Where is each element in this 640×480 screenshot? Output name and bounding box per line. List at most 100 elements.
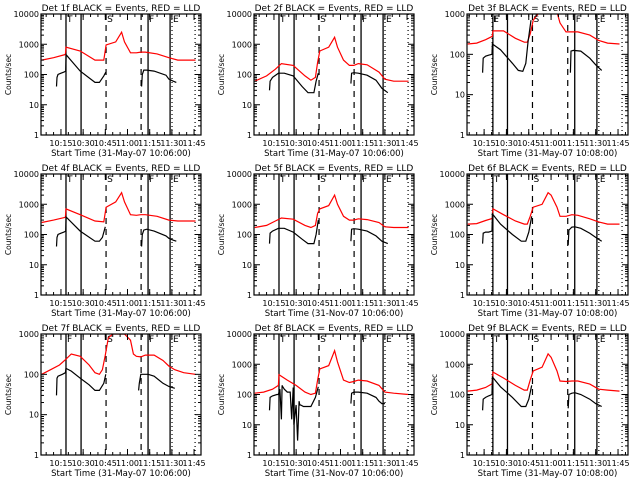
y-tick-label: 10000 (440, 330, 465, 339)
x-tick-label: 11:15 (562, 139, 585, 148)
x-tick-label: 10:30 (285, 139, 308, 148)
marker-label: S (533, 175, 539, 185)
x-tick-label: 11:30 (584, 459, 607, 468)
series-events2-line (567, 392, 602, 409)
x-tick-label: 11:00 (329, 459, 352, 468)
x-tick-label: 11:00 (540, 139, 563, 148)
x-axis-label: Start Time (31-Nov-07 10:06:00) (265, 469, 404, 479)
y-tick-label: 100 (450, 50, 465, 59)
x-tick-label: 10:30 (72, 139, 95, 148)
y-tick-label: 100 (237, 391, 252, 400)
y-axis-label: Counts/sec (4, 54, 13, 95)
marker-label: F (149, 175, 154, 185)
marker-label: T (279, 335, 286, 345)
y-tick-label: 100 (450, 391, 465, 400)
y-tick-label: 10 (242, 101, 252, 110)
x-tick-label: 11:45 (606, 299, 629, 308)
y-tick-label: 1 (460, 451, 465, 460)
plot-frame (40, 173, 202, 296)
y-tick-label: 10000 (14, 170, 39, 179)
series-lld-line (467, 352, 620, 392)
x-tick-label: 11:45 (183, 139, 206, 148)
marker-label: E (386, 15, 392, 25)
x-tick-label: 11:15 (138, 459, 161, 468)
plot-frame (253, 173, 415, 296)
marker-label: S (533, 335, 539, 345)
marker-label: S (107, 175, 113, 185)
x-tick-label: 11:30 (584, 299, 607, 308)
y-tick-label: 1000 (445, 360, 465, 369)
x-tick-label: 11:45 (396, 139, 419, 148)
y-tick-label: 1000 (19, 200, 39, 209)
y-tick-label: 1 (460, 291, 465, 300)
x-tick-label: 11:15 (351, 459, 374, 468)
marker-label: E (600, 15, 606, 25)
x-tick-label: 11:00 (116, 299, 139, 308)
x-tick-label: 11:15 (562, 459, 585, 468)
x-tick-label: 10:45 (94, 139, 117, 148)
x-tick-label: 10:30 (72, 459, 95, 468)
marker-label: E (173, 175, 179, 185)
y-tick-label: 1000 (445, 200, 465, 209)
x-axis-label: Start Time (31-May-07 10:08:00) (478, 469, 618, 479)
x-tick-label: 11:00 (329, 299, 352, 308)
marker-label: F (576, 335, 581, 345)
marker-label: T (66, 15, 73, 25)
x-tick-label: 10:15 (262, 459, 285, 468)
marker-label: F (149, 335, 154, 345)
series-events-line (482, 375, 533, 411)
x-tick-label: 11:30 (160, 139, 183, 148)
marker-label: F (362, 175, 367, 185)
marker-label: F (67, 335, 72, 345)
y-axis-label: Counts/sec (430, 214, 439, 255)
series-lld-line (254, 348, 409, 396)
y-tick-label: 1 (247, 291, 252, 300)
x-tick-label: 10:45 (517, 459, 540, 468)
y-tick-label: 10 (242, 421, 252, 430)
x-tick-label: 11:15 (351, 299, 374, 308)
x-axis-label: Start Time (31-Nov-07 10:06:00) (265, 309, 404, 319)
y-tick-label: 100 (24, 231, 39, 240)
x-tick-label: 10:45 (307, 299, 330, 308)
y-axis-label: Counts/sec (4, 374, 13, 415)
y-tick-label: 10 (455, 421, 465, 430)
panel-title: Det 8f BLACK = Events, RED = LLD (255, 324, 414, 334)
panel-title: Det 9f BLACK = Events, RED = LLD (468, 324, 627, 334)
marker-label: S (320, 175, 326, 185)
x-tick-label: 10:15 (473, 459, 496, 468)
series-events2-line (350, 72, 389, 94)
series-lld-line (467, 191, 620, 225)
x-tick-label: 10:45 (517, 299, 540, 308)
x-tick-label: 10:15 (262, 299, 285, 308)
series-events2-line (350, 228, 389, 245)
marker-label: F (576, 175, 581, 185)
series-events-line (55, 367, 107, 396)
marker-label: F (149, 15, 154, 25)
y-axis-label: Counts/sec (217, 374, 226, 415)
series-events-line (55, 53, 107, 87)
y-tick-label: 100 (24, 370, 39, 379)
marker-label: T (279, 15, 286, 25)
y-tick-label: 1 (34, 131, 39, 140)
y-tick-label: 100 (450, 231, 465, 240)
marker-label: S (107, 15, 113, 25)
plot-frame (466, 173, 629, 296)
y-axis-label: Counts/sec (217, 54, 226, 95)
marker-label: S (320, 335, 326, 345)
x-tick-label: 11:15 (138, 299, 161, 308)
panel-title: Det 5f BLACK = Events, RED = LLD (255, 164, 414, 174)
y-tick-label: 10000 (227, 170, 252, 179)
x-tick-label: 11:15 (562, 299, 585, 308)
marker-label: T (279, 175, 286, 185)
x-tick-label: 11:45 (396, 299, 419, 308)
x-tick-label: 11:15 (351, 139, 374, 148)
x-tick-label: 11:15 (138, 139, 161, 148)
y-tick-label: 100 (237, 71, 252, 80)
series-events2-line (569, 49, 603, 73)
y-tick-label: 1 (34, 451, 39, 460)
y-tick-label: 1 (460, 131, 465, 140)
x-tick-label: 11:45 (183, 299, 206, 308)
